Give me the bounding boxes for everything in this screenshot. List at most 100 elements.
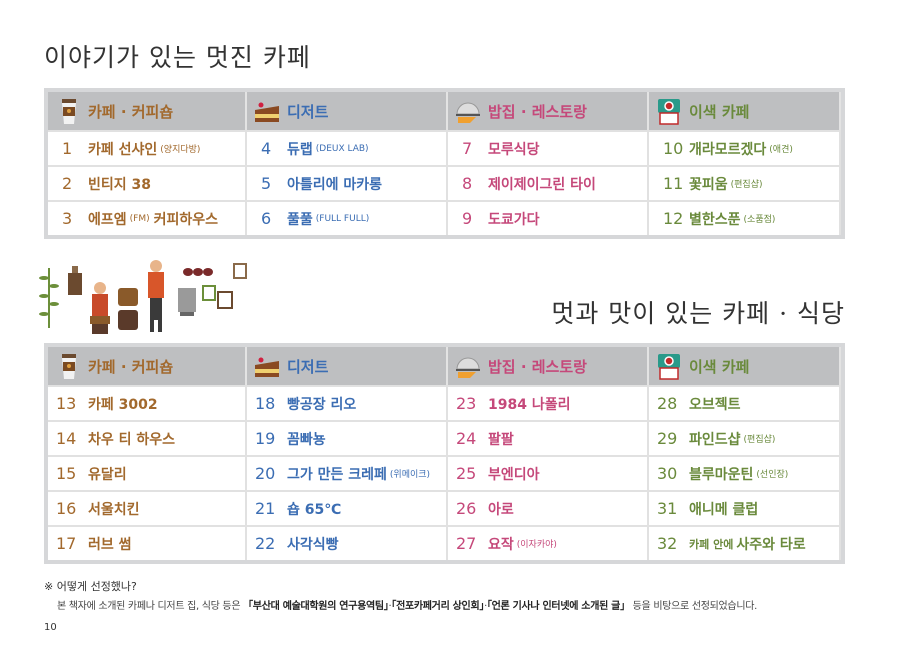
item-name: 차우 티 하우스 [88,431,176,448]
column-header: 디저트 [247,92,448,130]
item-number: 14 [56,429,77,448]
list-item: 14 차우 티 하우스 [48,420,247,455]
note-separator: · [484,601,487,612]
column-header-label: 밥집 · 레스토랑 [488,102,587,121]
cloche-icon [456,357,480,378]
item-number: 10 [663,139,684,158]
cake-icon [255,357,279,377]
item-name: 개라모르겠다 [689,141,767,158]
item-number: 23 [456,394,477,413]
item-number: 9 [462,209,473,228]
item-number: 6 [261,209,272,228]
item-name: 파인드샵 [689,431,741,448]
list-item: 17 러브 썸 [48,525,247,560]
list-item: 32 카페 안에 사주와 타로 [649,525,841,560]
item-number: 7 [462,139,473,158]
item-number: 31 [657,499,678,518]
column-header: 밥집 · 레스토랑 [448,347,649,385]
column-header-label: 카페 · 커피숍 [88,357,174,376]
item-number: 12 [663,209,684,228]
column-header-label: 이색 카페 [689,357,750,376]
cloche-icon [456,102,480,123]
list-item: 18 빵공장 리오 [247,385,448,420]
coffee-grinder-icon [68,266,82,295]
list-item: 19 꼼빠뇽 [247,420,448,455]
item-name: 오브젝트 [689,396,741,413]
item-name: 1984 나폴리 [488,396,571,413]
item-number: 25 [456,464,477,483]
item-name: 아틀리에 마카롱 [287,176,383,193]
list-item: 1 카페 선샤인 (양지다방) [48,130,247,165]
item-name: 도쿄가다 [488,211,540,228]
item-number: 8 [462,174,473,193]
leaf-branch-icon [39,268,59,328]
item-name: 빈티지 38 [88,176,151,193]
barista-figure-icon [90,282,110,334]
list-item: 10 개라모르겠다 (애견) [649,130,841,165]
item-name: 별한스푼 [689,211,741,228]
item-name: 숍 65℃ [287,501,342,518]
item-note: (편집샵) [743,435,776,445]
item-name: 러브 썸 [88,536,132,553]
item-name: 사각식빵 [287,536,339,553]
item-number: 30 [657,464,678,483]
taste-cafes-table: 카페 · 커피숍 디저트 밥집 · 레스토랑 이색 카페 13 카페 3002 18 빵공장 … [44,343,845,564]
item-number: 20 [255,464,276,483]
item-note: (편집샵) [730,180,763,190]
list-item: 26 아로 [448,490,649,525]
item-number: 29 [657,429,678,448]
column-header: 카페 · 커피숍 [48,92,247,130]
item-number: 24 [456,429,477,448]
item-number: 5 [261,174,272,193]
list-item: 13 카페 3002 [48,385,247,420]
column-header: 이색 카페 [649,347,841,385]
list-item: 2 빈티지 38 [48,165,247,200]
list-item: 28 오브젝트 [649,385,841,420]
item-number: 4 [261,139,272,158]
item-name: 부엔디아 [488,466,540,483]
item-note: (이자카야) [516,540,557,550]
page-number: 10 [44,622,57,633]
barrel-icon [118,288,138,330]
column-header: 이색 카페 [649,92,841,130]
item-name: 빵공장 리오 [287,396,357,413]
column-header-label: 밥집 · 레스토랑 [488,357,587,376]
list-item: 25 부엔디아 [448,455,649,490]
column-header: 디저트 [247,347,448,385]
item-number: 19 [255,429,276,448]
item-number: 13 [56,394,77,413]
item-number: 2 [62,174,73,193]
item-note: (FM) [129,213,150,224]
item-number: 3 [62,209,73,228]
item-name: 사주와 타로 [736,536,806,553]
item-name: 제이제이그린 타이 [488,176,596,193]
coffee-beans-icon [183,268,213,276]
list-item: 4 듀랩 (DEUX LAB) [247,130,448,165]
column-header-label: 이색 카페 [689,102,750,121]
column-header-label: 디저트 [287,102,329,121]
list-item: 3 에프엠 (FM) 커피하우스 [48,200,247,235]
item-name: 블루마운틴 [689,466,754,483]
list-item: 5 아틀리에 마카롱 [247,165,448,200]
item-name: 카페 3002 [88,396,158,413]
espresso-machine-icon [178,288,196,316]
waiter-figure-icon [148,260,164,332]
list-item: 8 제이제이그린 타이 [448,165,649,200]
list-item: 30 블루마운틴 (선인장) [649,455,841,490]
item-number: 22 [255,534,276,553]
item-name: 에프엠 [88,211,127,228]
item-number: 11 [663,174,684,193]
item-number: 18 [255,394,276,413]
cafe-illustration [39,260,247,334]
item-number: 28 [657,394,678,413]
item-prefix: 카페 안에 [689,537,734,551]
list-item: 29 파인드샵 (편집샵) [649,420,841,455]
camera-icon [658,354,680,380]
list-item: 21 숍 65℃ [247,490,448,525]
note-text: 등을 비탕으로 선정되었습니다. [629,601,758,612]
note-text: 본 책자에 소개된 카페나 디저트 집, 식당 등은 [57,601,244,612]
note-source: 「전포카페거리 상인회」 [391,601,485,612]
item-name: 모루식당 [488,141,540,158]
column-header-label: 디저트 [287,357,329,376]
section-title-taste-cafes: 멋과 맛이 있는 카페 · 식당 [551,299,845,328]
